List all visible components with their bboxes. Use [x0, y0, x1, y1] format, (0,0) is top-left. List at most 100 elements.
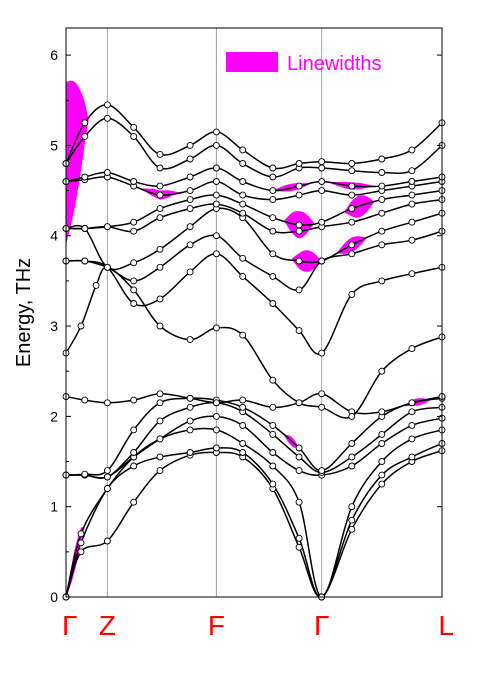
branch-0-point-4	[156, 467, 164, 475]
y-axis: 0 1 2 3 4 5 6	[50, 47, 442, 605]
branch-15-point-4	[156, 164, 164, 172]
branch-1-point-5	[186, 449, 194, 456]
branch-5-point-10	[318, 467, 326, 475]
branch-13-point-10	[318, 187, 326, 195]
branch-12-point-8	[269, 214, 277, 222]
branch-2-point-1	[77, 530, 85, 538]
branch-4-point-2	[103, 473, 111, 481]
branch-3-point-12	[378, 440, 386, 447]
branch-9-point-9	[295, 286, 303, 294]
legend-swatch	[226, 52, 278, 72]
branch-6-point-5	[186, 394, 194, 402]
branch-7-point-11	[318, 403, 326, 411]
branch-9-point-7	[239, 254, 247, 262]
branch-7-point-14	[408, 345, 416, 353]
linewidth-fill-gamma-upper	[66, 131, 85, 196]
branch-11-point-8	[269, 227, 277, 235]
branch-14-point-1	[81, 173, 89, 181]
branch-line-11	[65, 198, 443, 234]
branch-6-point-7	[239, 396, 247, 404]
branch-16-point-8	[269, 164, 277, 172]
branch-15-point-5	[186, 155, 194, 163]
branch-2-point-11	[348, 503, 356, 511]
branch-12-point-9	[295, 221, 303, 229]
branch-13-point-9	[295, 191, 303, 199]
branch-0-point-12	[378, 480, 386, 488]
branch-5-point-9	[295, 444, 303, 452]
branch-8-point-13	[408, 270, 416, 278]
branch-5-point-2	[103, 467, 111, 475]
kpoint-label-1: Z	[99, 610, 116, 641]
branch-14-point-11	[348, 182, 356, 190]
branch-1-point-6	[212, 444, 220, 452]
branch-9-point-3	[130, 277, 138, 285]
branch-16-point-4	[156, 150, 164, 158]
kpoint-label-2: F	[208, 610, 225, 641]
branch-12-point-12	[378, 196, 386, 204]
branch-15-point-10	[318, 164, 326, 172]
y-axis-label: Energy, THz	[13, 258, 35, 367]
branch-6-point-3	[130, 396, 138, 404]
branch-9-point-1	[81, 257, 89, 265]
linewidth-fills	[66, 80, 431, 597]
branch-11-point-9	[295, 227, 303, 235]
branch-8-point-6	[212, 250, 220, 258]
branch-8-point-3	[130, 300, 138, 307]
branch-16-point-13	[408, 146, 416, 154]
dispersion-markers	[62, 101, 446, 601]
branch-3-point-13	[408, 421, 416, 429]
branch-8-point-9	[295, 327, 303, 335]
branch-2-point-9	[295, 498, 303, 506]
branch-1-point-13	[408, 453, 416, 461]
branch-13-point-6	[212, 178, 220, 185]
branch-10-point-2	[103, 263, 111, 271]
branch-4-point-9	[295, 453, 303, 461]
branch-4-point-12	[378, 430, 386, 438]
branch-9-point-8	[269, 272, 277, 280]
branch-0-point-1	[77, 548, 85, 556]
branch-10-point-9	[295, 257, 303, 265]
branch-10-point-12	[378, 227, 386, 235]
branch-7-point-12	[348, 412, 356, 420]
plot-frame	[65, 27, 443, 598]
branch-14-point-10	[318, 178, 326, 185]
branch-4-point-3	[130, 449, 138, 456]
branch-line-8	[65, 253, 443, 355]
branch-16-point-11	[348, 160, 356, 167]
branch-3-point-11	[348, 462, 356, 470]
branch-14-point-13	[408, 178, 416, 185]
branch-10-point-11	[348, 241, 356, 249]
branch-2-point-13	[408, 435, 416, 443]
branch-8-point-4	[156, 295, 164, 303]
branch-16-point-12	[378, 155, 386, 163]
branch-8-point-8	[269, 300, 277, 307]
branch-16-point-10	[318, 158, 326, 166]
branch-7-point-10	[295, 399, 303, 407]
kpoint-label-3: Γ	[314, 610, 329, 641]
branch-11-point-11	[348, 218, 356, 226]
branch-1-point-9	[295, 534, 303, 542]
branch-7-point-13	[378, 367, 386, 375]
branch-16-point-6	[212, 128, 220, 136]
branch-12-point-3	[130, 218, 138, 226]
branch-3-point-9	[295, 467, 303, 475]
branch-0-point-3	[130, 498, 138, 506]
branch-14-point-4	[156, 182, 164, 190]
branch-3-point-8	[269, 449, 277, 456]
branch-6-point-2	[103, 399, 111, 407]
branch-line-14	[65, 167, 443, 192]
branch-11-point-3	[130, 227, 138, 235]
kpoint-grid-lines	[106, 28, 323, 597]
branch-14-point-7	[239, 178, 247, 185]
branch-8-point-5	[186, 268, 194, 276]
branch-3-point-4	[156, 435, 164, 443]
branch-13-point-7	[239, 191, 247, 199]
branch-8-point-10	[318, 349, 326, 357]
branch-16-point-5	[186, 141, 194, 149]
branch-3-point-6	[212, 412, 220, 420]
branch-10-point-5	[186, 223, 194, 231]
branch-8-point-11	[348, 290, 356, 298]
branch-1-point-7	[239, 449, 247, 456]
